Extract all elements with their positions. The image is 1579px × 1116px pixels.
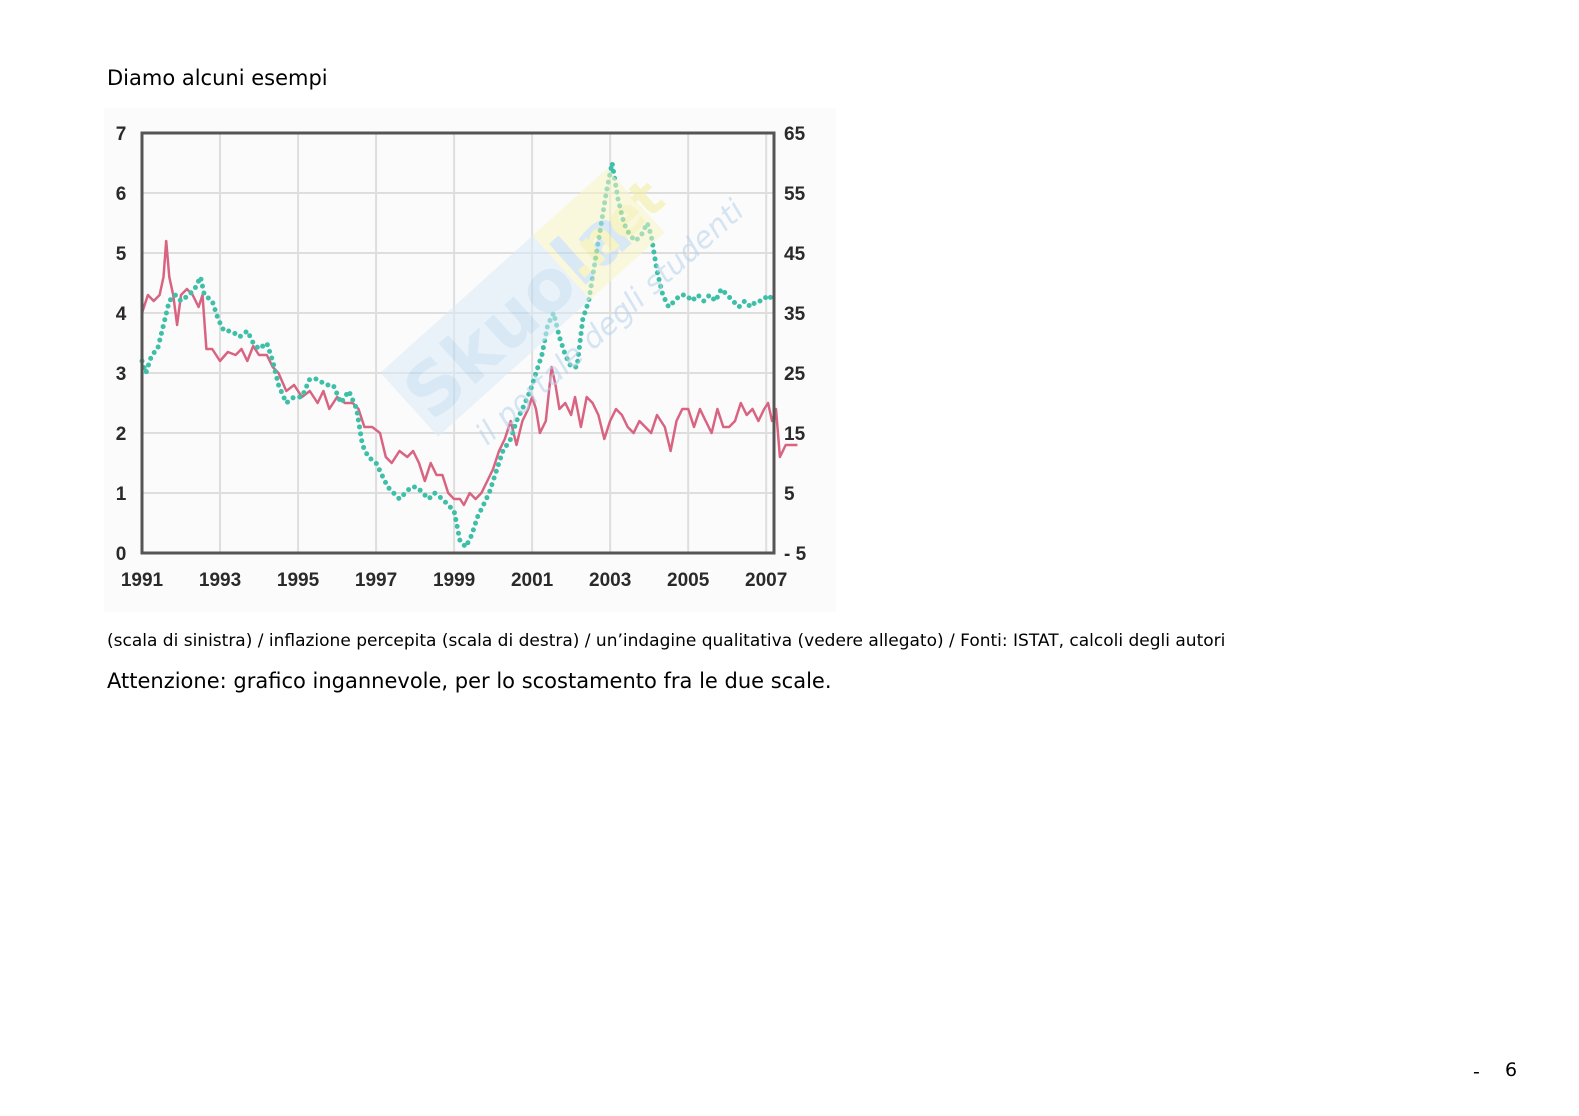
left-tick-label: 7 — [116, 124, 127, 145]
perceived-inflation-line — [139, 160, 777, 550]
right-tick-label: 55 — [784, 184, 806, 205]
left-tick-label: 3 — [116, 364, 127, 385]
right-tick-label: 25 — [784, 364, 806, 385]
x-tick-label: 1991 — [121, 570, 164, 591]
x-tick-label: 2007 — [745, 570, 787, 591]
measured-inflation-line — [140, 239, 798, 507]
watermark-brand-panel — [380, 235, 591, 437]
x-tick-label: 1993 — [199, 570, 241, 591]
right-tick-label: 65 — [784, 124, 806, 145]
warning-note: Attenzione: grafico ingannevole, per lo … — [107, 669, 832, 693]
left-tick-label: 6 — [116, 184, 127, 205]
x-tick-label: 2005 — [667, 570, 710, 591]
plot-frame — [140, 131, 776, 555]
x-tick-label: 2003 — [589, 570, 631, 591]
page-heading: Diamo alcuni esempi — [107, 66, 328, 90]
right-tick-label: 35 — [784, 304, 806, 325]
right-tick-label: 5 — [784, 484, 795, 505]
left-tick-label: 1 — [116, 484, 127, 505]
chart-caption: (scala di sinistra) / inflazione percepi… — [107, 631, 1226, 651]
left-tick-label: 5 — [116, 244, 127, 265]
right-tick-label: - 5 — [784, 544, 807, 565]
x-tick-label: 1995 — [277, 570, 320, 591]
watermark-suffix-panel — [532, 168, 665, 300]
left-tick-label: 2 — [116, 424, 127, 445]
x-tick-label: 1999 — [433, 570, 475, 591]
page-number-dash: - — [1473, 1061, 1480, 1083]
x-tick-label: 1997 — [355, 570, 397, 591]
right-tick-label: 45 — [784, 244, 806, 265]
x-tick-label: 2001 — [511, 570, 554, 591]
right-tick-label: 15 — [784, 424, 806, 445]
page-number: 6 — [1505, 1059, 1518, 1081]
left-tick-label: 4 — [116, 304, 127, 325]
left-tick-label: 0 — [116, 544, 127, 565]
series-layer — [139, 160, 798, 550]
